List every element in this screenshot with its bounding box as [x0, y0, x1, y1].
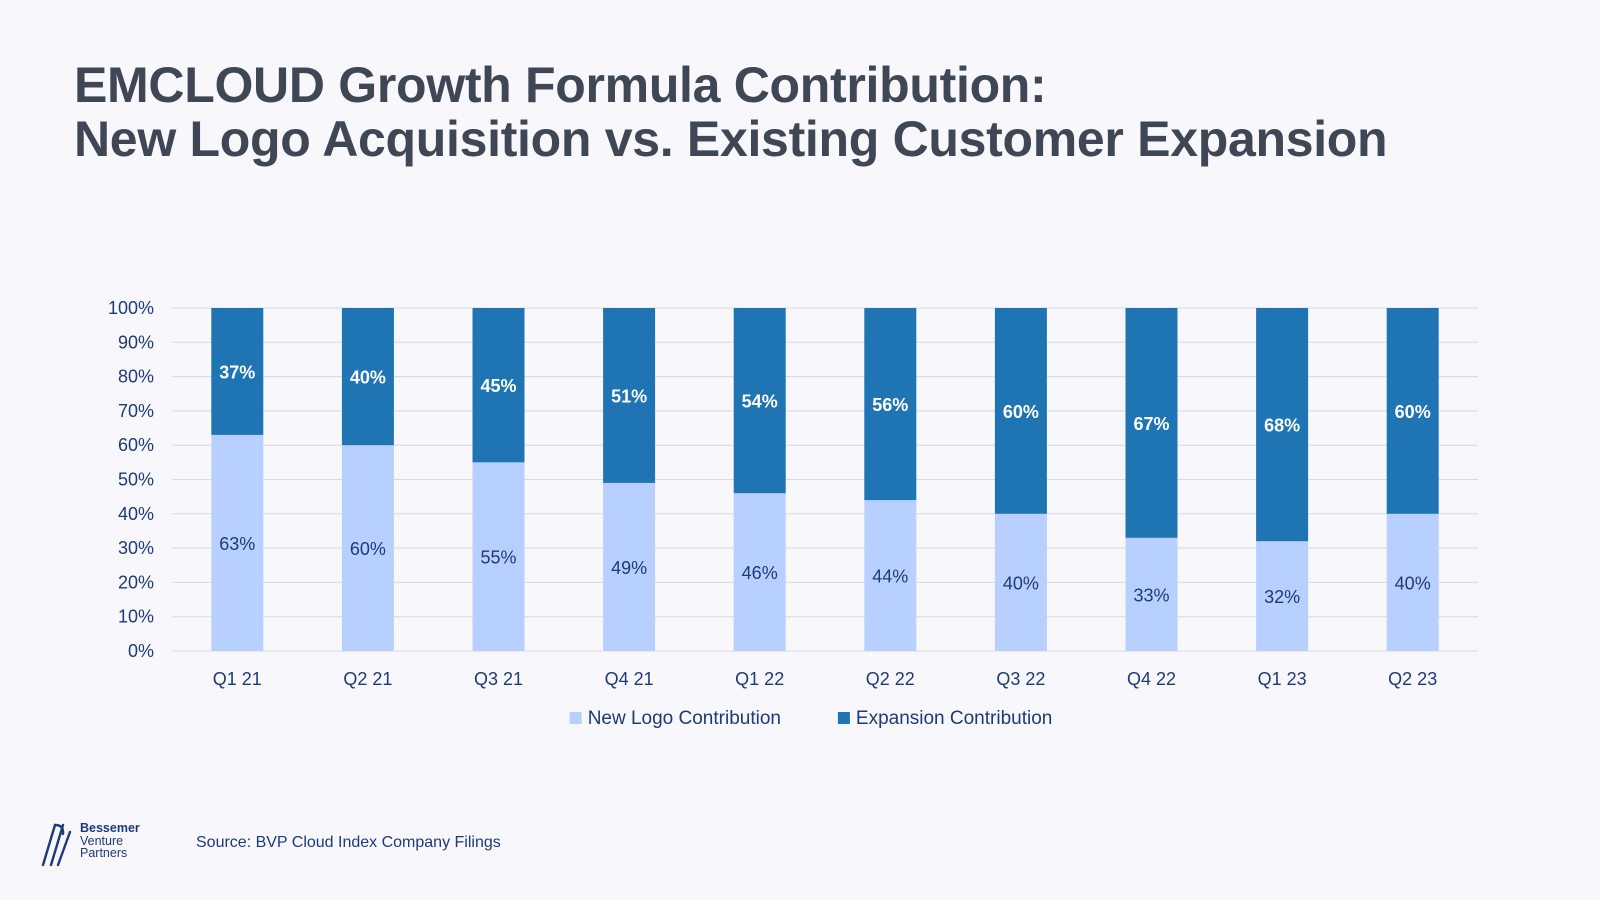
- data-label-expansion: 51%: [611, 386, 647, 406]
- y-tick-label: 80%: [118, 367, 154, 387]
- x-tick-label: Q1 21: [213, 669, 262, 689]
- bar-expansion: [341, 308, 394, 446]
- bar-expansion: [1256, 308, 1309, 542]
- bar-expansion: [864, 308, 917, 501]
- data-label-new-logo: 33%: [1133, 585, 1169, 605]
- data-label-new-logo: 44%: [872, 567, 908, 587]
- data-label-expansion: 54%: [742, 392, 778, 412]
- bar-expansion: [472, 308, 525, 463]
- title-line-2: New Logo Acquisition vs. Existing Custom…: [74, 111, 1388, 167]
- bar-expansion: [211, 308, 264, 435]
- y-tick-label: 30%: [118, 538, 154, 558]
- x-tick-label: Q2 22: [866, 669, 915, 689]
- bessemer-logo-icon: [41, 823, 72, 867]
- y-tick-label: 60%: [118, 435, 154, 455]
- data-label-new-logo: 60%: [350, 539, 386, 559]
- bar-expansion: [1125, 308, 1178, 538]
- legend-label-expansion: Expansion Contribution: [856, 708, 1052, 729]
- data-label-new-logo: 49%: [611, 558, 647, 578]
- y-tick-label: 0%: [128, 641, 154, 661]
- x-tick-label: Q2 21: [343, 669, 392, 689]
- logo-text-venture: Venture: [80, 833, 124, 848]
- source-note: Source: BVP Cloud Index Company Filings: [196, 834, 501, 851]
- x-tick-label: Q2 23: [1388, 669, 1437, 689]
- bar-expansion: [733, 308, 786, 494]
- data-label-new-logo: 32%: [1264, 587, 1300, 607]
- data-label-new-logo: 40%: [1003, 573, 1039, 593]
- data-label-expansion: 60%: [1395, 402, 1431, 422]
- bar-expansion: [994, 308, 1047, 514]
- legend-label-new-logo: New Logo Contribution: [588, 708, 781, 729]
- data-label-expansion: 68%: [1264, 416, 1300, 436]
- bar-new-logo: [1125, 537, 1178, 651]
- data-label-expansion: 60%: [1003, 402, 1039, 422]
- x-tick-label: Q4 21: [605, 669, 654, 689]
- bar-new-logo: [864, 500, 917, 651]
- data-label-expansion: 56%: [872, 395, 908, 415]
- bar-new-logo: [603, 482, 656, 651]
- legend-swatch-new-logo: [569, 712, 582, 724]
- y-tick-label: 40%: [118, 504, 154, 524]
- x-tick-label: Q3 21: [474, 669, 523, 689]
- data-label-new-logo: 63%: [219, 534, 255, 554]
- x-tick-label: Q4 22: [1127, 669, 1176, 689]
- bar-new-logo: [1386, 513, 1439, 651]
- data-label-expansion: 45%: [480, 376, 516, 396]
- bar-expansion: [1386, 308, 1439, 514]
- page-title: EMCLOUD Growth Formula Contribution: New…: [74, 57, 1388, 167]
- y-tick-label: 100%: [108, 298, 154, 318]
- data-label-new-logo: 55%: [480, 548, 516, 568]
- bar-new-logo: [472, 462, 525, 651]
- bar-new-logo: [211, 434, 264, 651]
- data-label-expansion: 40%: [350, 368, 386, 388]
- data-label-new-logo: 40%: [1395, 573, 1431, 593]
- bar-new-logo: [1256, 541, 1309, 651]
- x-tick-label: Q3 22: [996, 669, 1045, 689]
- bar-expansion: [603, 308, 656, 483]
- y-tick-label: 10%: [118, 607, 154, 627]
- bar-new-logo: [994, 513, 1047, 651]
- x-tick-label: Q1 22: [735, 669, 784, 689]
- logo-text-bessemer: Bessemer: [80, 821, 140, 835]
- legend-swatch-expansion: [837, 712, 850, 724]
- data-label-expansion: 67%: [1133, 414, 1169, 434]
- x-tick-label: Q1 23: [1258, 669, 1307, 689]
- data-label-new-logo: 46%: [742, 563, 778, 583]
- bessemer-logo: Bessemer Venture Partners: [40, 822, 140, 868]
- title-line-1: EMCLOUD Growth Formula Contribution:: [74, 57, 1047, 113]
- y-tick-label: 20%: [118, 572, 154, 592]
- logo-text-partners: Partners: [80, 846, 128, 860]
- bar-new-logo: [341, 445, 394, 651]
- y-tick-label: 70%: [118, 401, 154, 421]
- bar-new-logo: [733, 493, 786, 651]
- y-tick-label: 50%: [118, 470, 154, 490]
- data-label-expansion: 37%: [219, 362, 255, 382]
- y-tick-label: 90%: [118, 332, 154, 352]
